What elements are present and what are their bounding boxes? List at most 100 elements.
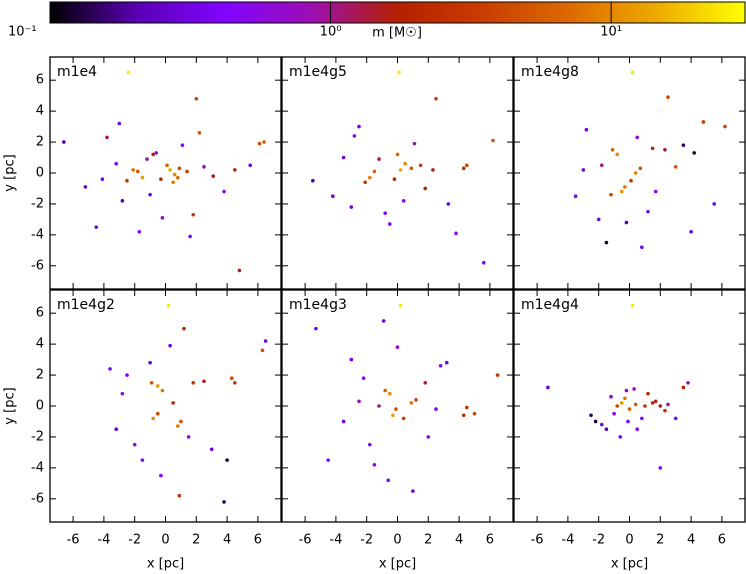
colorbar-tick-label: 10¹ xyxy=(600,25,622,40)
y-tick-label: 6 xyxy=(36,73,44,88)
star xyxy=(114,427,119,432)
x-tick-label: 0 xyxy=(161,533,169,548)
star xyxy=(663,148,667,152)
panel-border xyxy=(513,289,746,523)
colorbar xyxy=(49,1,746,24)
colorbar-tick-label: 10⁰ xyxy=(320,25,342,40)
star xyxy=(225,458,229,462)
star xyxy=(624,388,629,393)
star xyxy=(438,363,443,368)
star xyxy=(341,419,346,424)
x-tick-label: -6 xyxy=(531,533,544,548)
panel: -6 -4 -2 0 2 4 6 m1e4 y [pc] xyxy=(3,56,282,290)
star xyxy=(423,381,428,385)
star xyxy=(388,391,392,396)
panel: m1e4g5 xyxy=(281,56,514,290)
star xyxy=(62,140,66,144)
star xyxy=(229,376,234,380)
star xyxy=(689,229,693,234)
panel-title: m1e4g5 xyxy=(289,64,347,80)
star xyxy=(260,348,265,353)
star xyxy=(159,473,163,478)
x-tick-label: -4 xyxy=(561,533,574,548)
panel: -6 -4 -2 0 2 4 6 m1e4g3 x [pc] xyxy=(281,289,514,572)
colorbar-label: m [M☉] xyxy=(372,26,422,41)
star xyxy=(658,466,663,470)
star xyxy=(311,178,315,183)
star xyxy=(160,388,165,393)
star xyxy=(395,152,400,157)
x-tick-label: -6 xyxy=(67,533,80,548)
star xyxy=(352,134,357,138)
x-tick-label: 6 xyxy=(718,533,726,548)
star xyxy=(392,177,397,181)
star xyxy=(495,373,500,377)
star xyxy=(363,180,367,185)
panel-border xyxy=(49,289,282,523)
panel-frame xyxy=(282,57,513,289)
star xyxy=(171,401,175,405)
star xyxy=(168,168,172,172)
star xyxy=(383,211,387,216)
star xyxy=(599,163,604,168)
star xyxy=(444,360,449,365)
panel: -6 -4 -2 0 2 4 6 m1e4g4 x [pc] xyxy=(513,289,746,572)
star xyxy=(650,146,655,151)
star xyxy=(186,435,191,439)
star xyxy=(461,413,466,418)
star xyxy=(326,458,331,462)
star xyxy=(472,411,477,416)
star xyxy=(357,399,361,404)
star xyxy=(202,379,206,384)
star xyxy=(454,231,458,236)
star xyxy=(160,216,165,220)
star xyxy=(176,424,180,428)
star xyxy=(151,416,155,421)
star xyxy=(609,192,613,197)
y-tick-label: 0 xyxy=(36,166,44,181)
star xyxy=(398,168,403,172)
x-tick-label: 0 xyxy=(625,533,633,548)
y-tick-label: 2 xyxy=(36,368,44,383)
star xyxy=(331,194,335,198)
star xyxy=(610,148,615,152)
star xyxy=(372,462,377,467)
star xyxy=(431,168,435,172)
star xyxy=(653,399,658,404)
star xyxy=(349,205,354,209)
panel-title: m1e4g3 xyxy=(289,297,347,313)
x-tick-label: 2 xyxy=(192,533,200,548)
star xyxy=(100,177,105,181)
star xyxy=(723,124,727,129)
star xyxy=(615,404,619,408)
x-tick-label: 4 xyxy=(223,533,231,548)
star xyxy=(233,381,237,385)
star xyxy=(465,405,469,410)
star xyxy=(117,121,122,126)
star xyxy=(638,166,643,171)
star xyxy=(620,401,624,405)
x-axis-label: x [pc] xyxy=(379,557,416,572)
star xyxy=(646,391,650,396)
y-tick-label: -6 xyxy=(31,258,44,273)
star xyxy=(581,168,586,172)
x-tick-label: 6 xyxy=(254,533,262,548)
star xyxy=(154,151,159,155)
star xyxy=(446,202,451,206)
y-tick-label: -6 xyxy=(31,491,44,506)
star xyxy=(623,396,627,401)
panel-frame xyxy=(282,290,513,522)
star xyxy=(177,166,182,171)
x-tick-label: 2 xyxy=(656,533,664,548)
star xyxy=(712,202,716,206)
star xyxy=(618,435,623,439)
star xyxy=(180,143,185,147)
star xyxy=(131,168,135,172)
y-tick-label: -2 xyxy=(31,429,44,444)
star xyxy=(140,175,145,180)
star xyxy=(633,171,638,175)
star xyxy=(434,407,438,411)
x-axis-label: x [pc] xyxy=(147,557,184,572)
panel-frame xyxy=(50,290,281,522)
star xyxy=(149,381,154,385)
